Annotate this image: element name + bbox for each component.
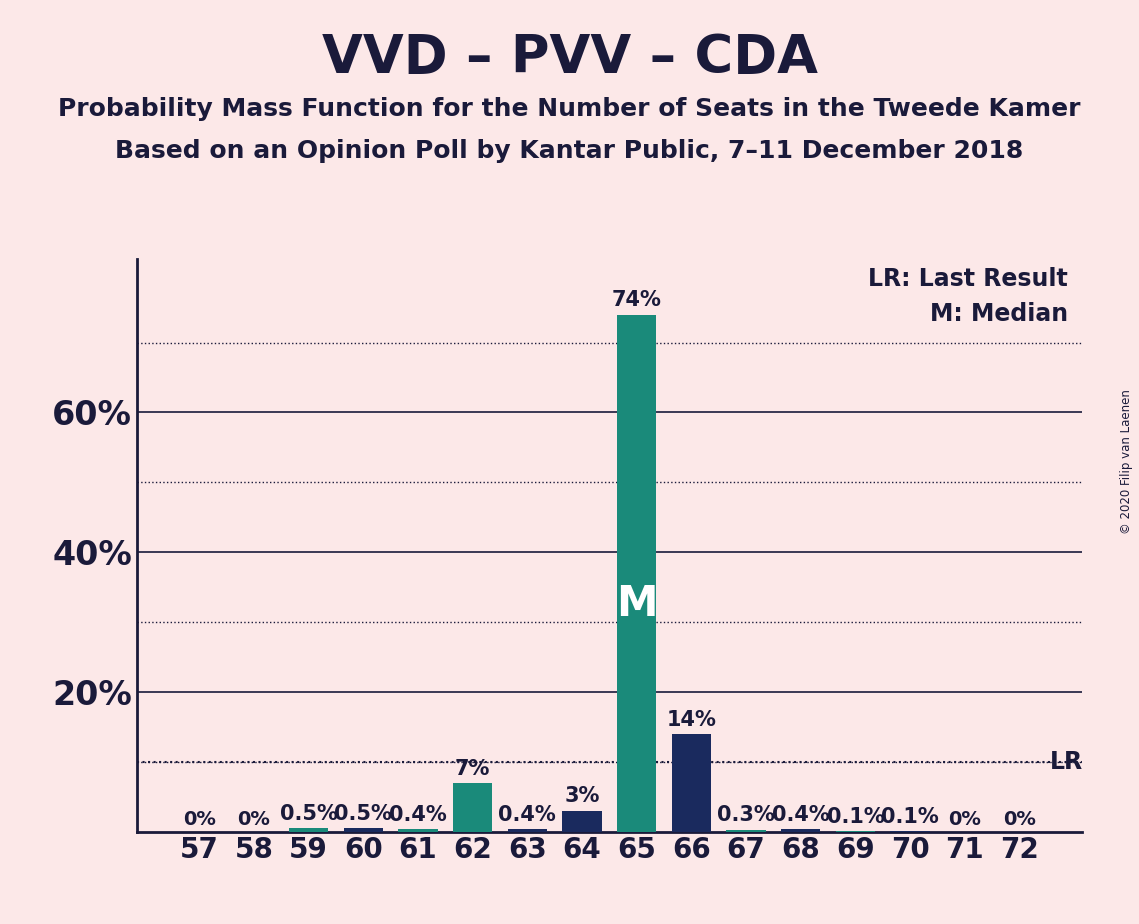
Bar xyxy=(453,783,492,832)
Bar xyxy=(781,829,820,832)
Bar xyxy=(399,829,437,832)
Bar xyxy=(672,734,711,832)
Text: 3%: 3% xyxy=(564,786,600,807)
Text: 0.4%: 0.4% xyxy=(499,805,556,824)
Text: M: M xyxy=(616,583,657,626)
Text: © 2020 Filip van Laenen: © 2020 Filip van Laenen xyxy=(1121,390,1133,534)
Text: 0.1%: 0.1% xyxy=(882,807,939,827)
Text: M: Median: M: Median xyxy=(929,301,1068,325)
Bar xyxy=(617,314,656,832)
Bar xyxy=(727,830,765,832)
Bar xyxy=(563,810,601,832)
Text: 0.3%: 0.3% xyxy=(718,806,775,825)
Bar xyxy=(344,828,383,832)
Text: 0%: 0% xyxy=(949,809,981,829)
Text: 14%: 14% xyxy=(666,710,716,730)
Text: 0%: 0% xyxy=(1003,809,1035,829)
Text: 0.4%: 0.4% xyxy=(390,805,446,824)
Text: LR: Last Result: LR: Last Result xyxy=(868,267,1068,291)
Text: 0.5%: 0.5% xyxy=(335,804,392,824)
Text: 0%: 0% xyxy=(238,809,270,829)
Text: 7%: 7% xyxy=(454,759,491,779)
Bar xyxy=(508,829,547,832)
Text: 0.4%: 0.4% xyxy=(772,805,829,824)
Text: VVD – PVV – CDA: VVD – PVV – CDA xyxy=(321,32,818,84)
Text: 0.5%: 0.5% xyxy=(280,804,337,824)
Text: Probability Mass Function for the Number of Seats in the Tweede Kamer: Probability Mass Function for the Number… xyxy=(58,97,1081,121)
Text: Based on an Opinion Poll by Kantar Public, 7–11 December 2018: Based on an Opinion Poll by Kantar Publi… xyxy=(115,139,1024,163)
Text: 74%: 74% xyxy=(612,290,662,310)
Bar xyxy=(289,828,328,832)
Text: 0%: 0% xyxy=(183,809,215,829)
Text: 0.1%: 0.1% xyxy=(827,807,884,827)
Text: LR: LR xyxy=(1049,749,1082,773)
